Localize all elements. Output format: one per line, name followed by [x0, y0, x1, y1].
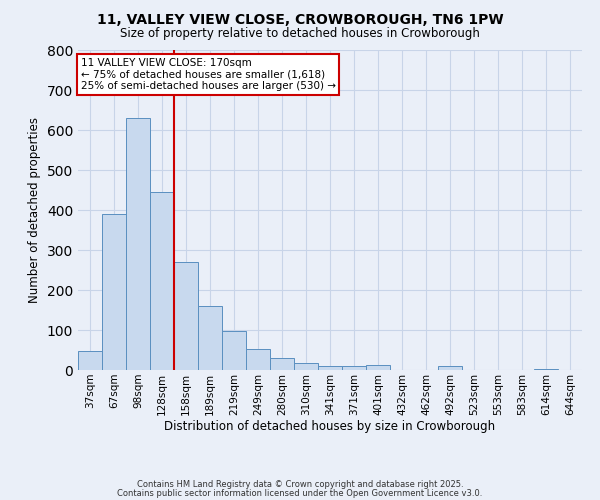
Bar: [366, 365, 390, 370]
Bar: [198, 306, 222, 370]
Bar: [78, 351, 102, 370]
Bar: [270, 358, 294, 370]
Bar: [222, 331, 246, 370]
X-axis label: Distribution of detached houses by size in Crowborough: Distribution of detached houses by size …: [164, 420, 496, 434]
Bar: [318, 366, 342, 370]
Bar: [126, 118, 150, 370]
Bar: [294, 363, 318, 370]
Bar: [534, 369, 558, 370]
Text: 11 VALLEY VIEW CLOSE: 170sqm
← 75% of detached houses are smaller (1,618)
25% of: 11 VALLEY VIEW CLOSE: 170sqm ← 75% of de…: [80, 58, 335, 91]
Bar: [150, 192, 174, 370]
Text: 11, VALLEY VIEW CLOSE, CROWBOROUGH, TN6 1PW: 11, VALLEY VIEW CLOSE, CROWBOROUGH, TN6 …: [97, 12, 503, 26]
Bar: [102, 214, 126, 370]
Bar: [246, 349, 270, 370]
Y-axis label: Number of detached properties: Number of detached properties: [28, 117, 41, 303]
Text: Contains HM Land Registry data © Crown copyright and database right 2025.: Contains HM Land Registry data © Crown c…: [137, 480, 463, 489]
Bar: [342, 366, 366, 370]
Bar: [174, 262, 198, 370]
Text: Size of property relative to detached houses in Crowborough: Size of property relative to detached ho…: [120, 28, 480, 40]
Bar: [438, 366, 462, 370]
Text: Contains public sector information licensed under the Open Government Licence v3: Contains public sector information licen…: [118, 488, 482, 498]
